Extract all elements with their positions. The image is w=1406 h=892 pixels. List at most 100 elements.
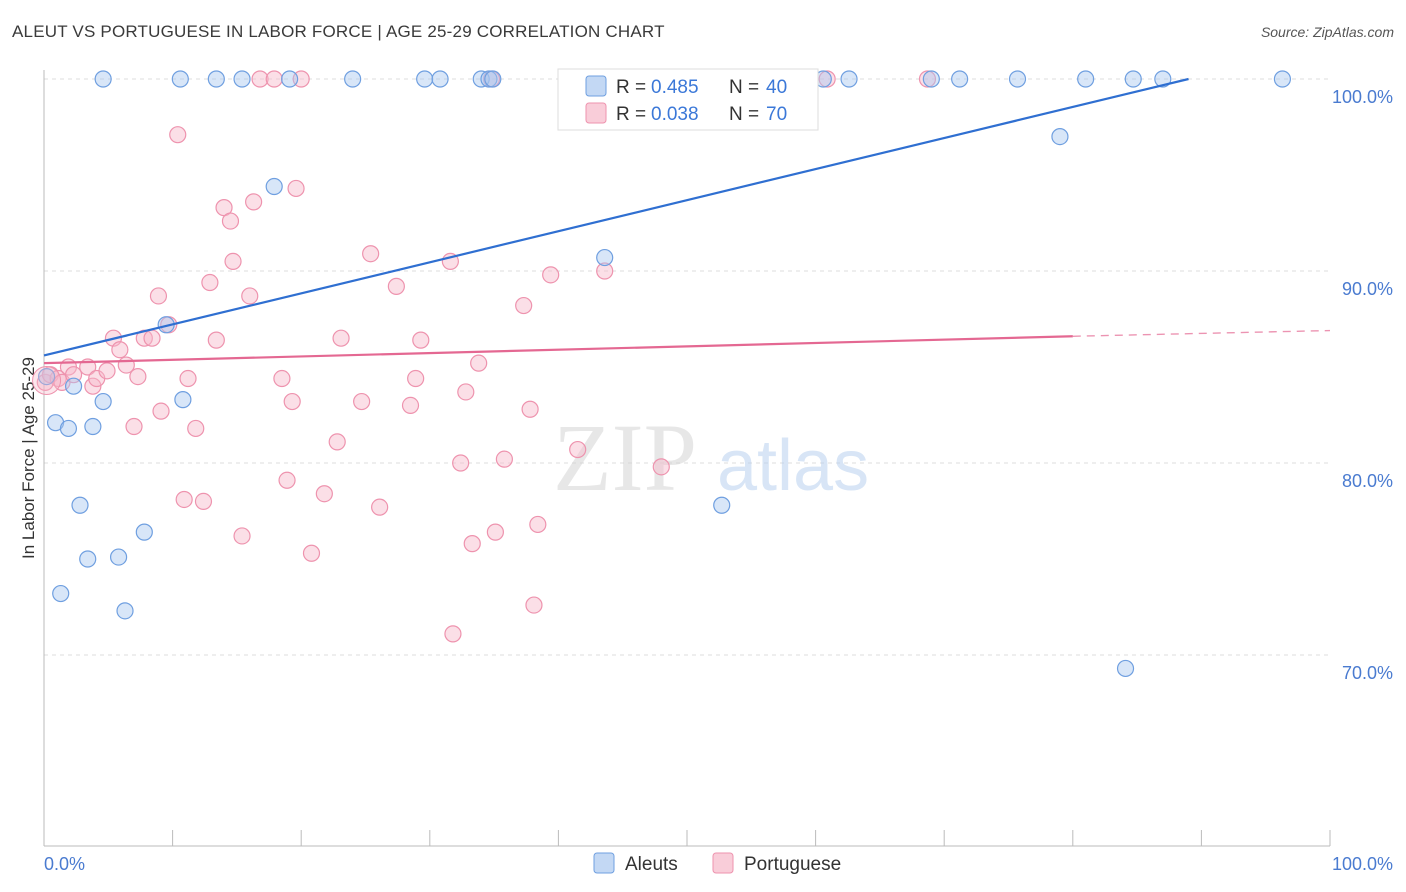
portuguese-point: [152, 402, 170, 420]
portuguese-point: [401, 396, 420, 414]
watermark-atlas: atlas: [717, 426, 869, 506]
portuguese-point: [521, 400, 539, 418]
portuguese-point: [470, 354, 488, 372]
portuguese-point: [179, 369, 197, 388]
portuguese-trend-line-extension: [1072, 329, 1331, 337]
aleut-point: [1154, 70, 1172, 88]
aleut-point: [484, 70, 502, 88]
portuguese-point: [818, 70, 836, 88]
aleut-point: [79, 550, 97, 568]
aleut-point: [281, 70, 299, 88]
aleut-point: [1124, 70, 1142, 88]
x-tick-label-right: 100.0%: [1332, 854, 1393, 874]
portuguese-point: [207, 331, 225, 349]
portuguese-point: [444, 625, 462, 643]
legend-bottom-label-portuguese: Portuguese: [744, 854, 841, 875]
aleut-point: [344, 70, 362, 88]
portuguese-point: [529, 515, 547, 534]
portuguese-point: [251, 70, 269, 88]
portuguese-point: [525, 596, 543, 614]
aleut-point: [116, 602, 134, 620]
portuguese-point: [129, 368, 147, 386]
portuguese-point: [457, 383, 475, 401]
source-credit: Source: ZipAtlas.com: [1260, 24, 1394, 40]
portuguese-point: [371, 498, 389, 516]
portuguese-point: [596, 262, 614, 280]
portuguese-point: [515, 296, 533, 315]
legend-n-value-portuguese: 70: [766, 104, 787, 125]
legend-n-value-aleut: 40: [766, 77, 787, 98]
aleut-point: [951, 70, 969, 88]
legend-r-value-portuguese: 0.038: [651, 104, 699, 125]
aleut-point: [1051, 128, 1069, 146]
aleut-point: [1008, 70, 1027, 88]
aleut-point: [713, 496, 731, 514]
portuguese-point: [918, 70, 937, 88]
portuguese-point: [542, 266, 560, 284]
y-tick-label: 70.0%: [1342, 663, 1393, 683]
legend-r-label-aleut: R =: [616, 77, 646, 98]
aleut-point: [37, 368, 56, 386]
portuguese-point: [233, 527, 251, 545]
trend-lines: [43, 77, 1331, 365]
aleut-point: [135, 523, 153, 541]
aleut-trend-line: [43, 77, 1189, 357]
aleut-point: [922, 70, 940, 88]
legend-top: R = 0.485 N = 40 R = 0.038 N = 70: [557, 68, 819, 131]
aleut-point: [71, 496, 89, 514]
portuguese-point: [98, 362, 116, 380]
aleut-point: [59, 419, 78, 438]
portuguese-point: [452, 454, 470, 472]
portuguese-point: [169, 126, 187, 144]
legend-n-label-aleut: N =: [729, 77, 759, 98]
legend-bottom-swatch-portuguese: [712, 852, 734, 874]
legend-swatch-portuguese: [585, 102, 607, 124]
aleut-point: [265, 177, 283, 196]
portuguese-point: [283, 392, 301, 411]
portuguese-point: [149, 287, 168, 305]
portuguese-point: [125, 417, 143, 436]
portuguese-trend-line: [43, 335, 1073, 365]
legend-swatch-aleut: [585, 75, 607, 97]
portuguese-point: [287, 179, 305, 198]
aleut-point: [431, 70, 449, 88]
portuguese-point: [187, 419, 205, 438]
portuguese-point: [143, 329, 161, 347]
portuguese-point: [486, 523, 504, 541]
portuguese-point: [175, 490, 193, 509]
aleut-point: [416, 70, 434, 88]
portuguese-point: [315, 485, 333, 503]
aleut-point: [1273, 70, 1292, 88]
portuguese-point: [407, 369, 425, 388]
portuguese-point: [302, 544, 321, 562]
portuguese-point: [201, 273, 219, 292]
portuguese-point: [245, 193, 263, 211]
portuguese-point: [278, 471, 296, 489]
watermark: ZIP atlas: [553, 404, 869, 511]
aleut-point: [1077, 70, 1095, 88]
aleut-point: [84, 417, 102, 436]
aleut-point: [94, 70, 112, 88]
portuguese-point: [652, 458, 670, 476]
legend-r-value-aleut: 0.485: [651, 77, 699, 98]
portuguese-point: [495, 450, 513, 468]
legend-bottom-swatch-aleuts: [593, 852, 615, 874]
legend-bottom: Aleuts Portuguese: [593, 852, 841, 875]
y-tick-labels: 100.0% 90.0% 80.0% 70.0%: [1332, 87, 1393, 683]
portuguese-point: [412, 331, 430, 349]
portuguese-point: [194, 492, 213, 510]
portuguese-point-cluster: [32, 365, 62, 395]
portuguese-point: [463, 535, 481, 553]
x-tick-label-left: 0.0%: [44, 854, 85, 874]
portuguese-point: [224, 252, 242, 270]
aleut-point: [64, 377, 83, 395]
aleut-point: [233, 70, 251, 88]
portuguese-point: [273, 369, 291, 388]
legend-n-label-portuguese: N =: [729, 104, 759, 125]
aleut-point: [94, 392, 112, 411]
aleut-point: [840, 70, 858, 88]
portuguese-point: [362, 245, 380, 263]
legend-bottom-label-aleuts: Aleuts: [625, 854, 678, 875]
aleut-point: [207, 70, 225, 88]
